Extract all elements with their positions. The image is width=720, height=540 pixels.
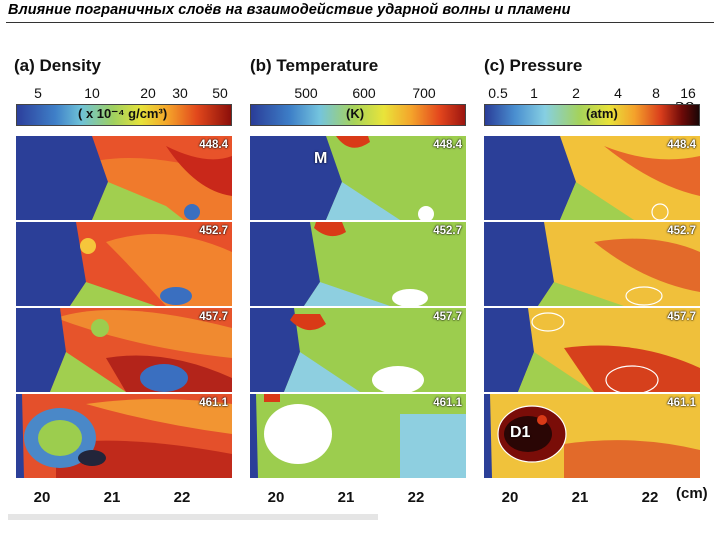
time-label: 452.7: [667, 225, 696, 237]
title-underline: [6, 22, 714, 23]
colorbar-tick: 20: [140, 85, 156, 101]
time-label: 457.7: [199, 311, 228, 323]
temperature-colorbar: [250, 104, 466, 126]
colorbar-tick: 1: [530, 85, 538, 101]
x-axis-unit: (cm): [676, 485, 708, 502]
time-label: 457.7: [667, 311, 696, 323]
temperature-frames: 448.4 M 452.7 457.7: [250, 136, 466, 478]
panel-title-pressure: (c) Pressure: [484, 56, 583, 75]
x-tick: 20: [33, 489, 51, 506]
time-label: 461.1: [433, 397, 462, 409]
bottom-bar: [8, 514, 378, 520]
pressure-frame: 461.1 D1: [484, 394, 700, 478]
time-label: 452.7: [199, 225, 228, 237]
x-tick: 21: [571, 489, 589, 506]
colorbar-tick: 500: [294, 85, 318, 101]
x-tick: 20: [267, 489, 285, 506]
density-colorbar: [16, 104, 232, 126]
colorbar-tick: 8: [652, 85, 660, 101]
density-colorbar-unit: ( x 10⁻⁴ g/cm³): [78, 106, 168, 121]
colorbar-tick: 4: [614, 85, 622, 101]
density-frame: 461.1: [16, 394, 232, 478]
panel-title-density: (a) Density: [14, 56, 101, 75]
density-frame: 457.7: [16, 308, 232, 392]
slide-title: Влияние пограничных слоёв на взаимодейст…: [8, 2, 571, 18]
colorbar-tick: 5: [34, 85, 42, 101]
x-tick: 22: [407, 489, 425, 506]
x-tick: 22: [173, 489, 191, 506]
panel-title-temperature: (b) Temperature: [250, 56, 379, 75]
colorbar-tick: 700: [412, 85, 436, 101]
pressure-frame: 452.7: [484, 222, 700, 306]
time-label: 461.1: [199, 397, 228, 409]
time-label: 448.4: [199, 139, 228, 151]
simulation-figure: 29 (a) Density (b) Temperature (c) Press…: [8, 40, 712, 520]
density-frame: 448.4: [16, 136, 232, 220]
colorbar-tick: 2: [572, 85, 580, 101]
temperature-frame: 461.1: [250, 394, 466, 478]
x-tick: 21: [337, 489, 355, 506]
pressure-frame: 457.7: [484, 308, 700, 392]
pressure-colorbar-unit: (atm): [586, 106, 618, 121]
colorbar-tick: 16: [680, 85, 696, 101]
temperature-frame: 452.7: [250, 222, 466, 306]
pressure-frame: 448.4: [484, 136, 700, 220]
pressure-frames: 448.4 452.7 457.7: [484, 136, 700, 478]
time-label: 448.4: [667, 139, 696, 151]
marker-label: M: [314, 150, 328, 167]
time-label: 457.7: [433, 311, 462, 323]
time-label: 448.4: [433, 139, 462, 151]
density-frame: 452.7: [16, 222, 232, 306]
x-tick: 21: [103, 489, 121, 506]
colorbar-tick: 50: [212, 85, 228, 101]
density-frames: 448.4 452.7 457.7: [16, 136, 232, 478]
time-label: 461.1: [667, 397, 696, 409]
temperature-frame: 457.7: [250, 308, 466, 392]
temperature-colorbar-unit: (K): [346, 106, 365, 121]
temperature-frame: 448.4 M: [250, 136, 466, 220]
colorbar-tick: 30: [172, 85, 188, 101]
colorbar-tick: 0.5: [488, 85, 508, 101]
time-label: 452.7: [433, 225, 462, 237]
colorbar-tick: 10: [84, 85, 100, 101]
pressure-colorbar: [484, 104, 700, 126]
x-tick: 20: [501, 489, 519, 506]
x-tick: 22: [641, 489, 659, 506]
marker-label: D1: [510, 424, 531, 441]
colorbar-tick: 600: [352, 85, 376, 101]
